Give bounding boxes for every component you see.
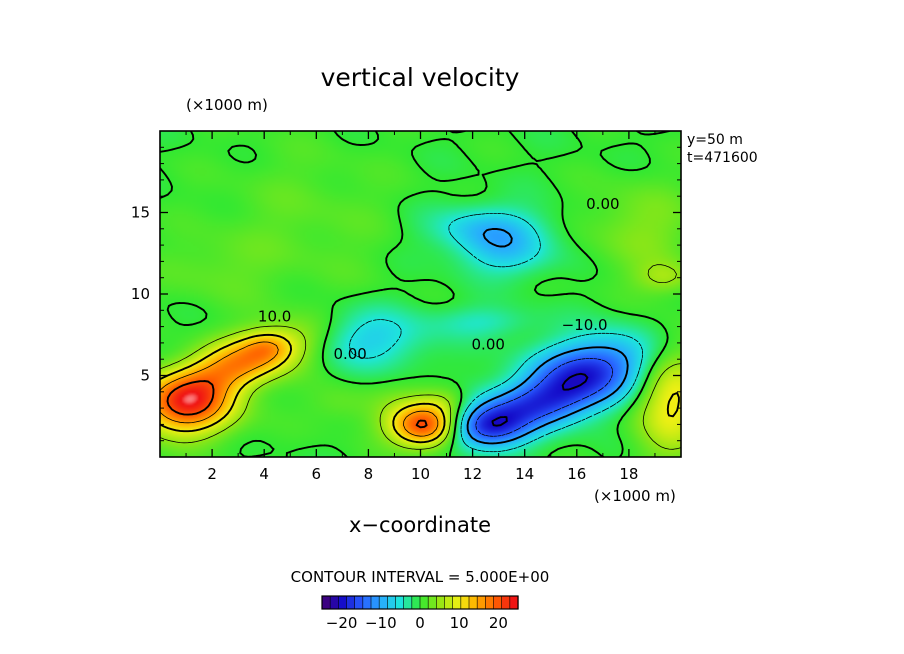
colorbar-segment [370, 595, 380, 610]
contour-line [160, 131, 671, 457]
x-tick-label: 8 [364, 465, 374, 483]
colorbar-segment [362, 595, 372, 610]
colorbar-segment [468, 595, 478, 610]
annotation-t: t=471600 [687, 150, 758, 166]
colorbar-tick-label: −20 [326, 614, 358, 632]
colorbar-segment [411, 595, 421, 610]
contour-line [349, 213, 643, 453]
y-unit-label: (×1000 m) [186, 96, 268, 114]
contour-line [160, 341, 439, 437]
colorbar-segment [395, 595, 405, 610]
colorbar-tick-label: 20 [489, 614, 508, 632]
x-unit-label: (×1000 m) [594, 487, 676, 505]
contour-interval-label: CONTOUR INTERVAL = 5.000E+00 [291, 568, 550, 586]
contour-lines [160, 131, 681, 457]
x-axis: 2 4 6 8 10 12 14 16 18 [185, 131, 656, 483]
x-tick-label: 6 [312, 465, 322, 483]
x-tick-label: 12 [463, 465, 482, 483]
colorbar-segment [452, 595, 462, 610]
y-tick-label: 5 [140, 367, 150, 385]
colorbar-segment [321, 595, 331, 610]
contour-label: 10.0 [258, 308, 291, 326]
colorbar-segment [476, 595, 486, 610]
colorbar-segment [485, 595, 495, 610]
contour-line [491, 372, 589, 427]
colorbar-segment [460, 595, 470, 610]
colorbar-segment [419, 595, 429, 610]
contour-label: 0.00 [333, 345, 366, 363]
colorbar-segment [329, 595, 339, 610]
contour-line [475, 358, 613, 437]
contour-line [166, 380, 428, 429]
colorbar-segment [501, 595, 511, 610]
contour-line [466, 228, 629, 445]
heatmap-field: 10.0 0.00 0.00 −10.0 0.00 [160, 131, 681, 457]
colorbar-segment [444, 595, 454, 610]
colorbar-segment [354, 595, 364, 610]
colorbar-tick-label: −10 [365, 614, 397, 632]
y-axis: 5 10 15 [131, 146, 681, 442]
x-tick-label: 18 [619, 465, 638, 483]
colorbar-segment [493, 595, 503, 610]
chart-title: vertical velocity [321, 63, 520, 92]
colorbar-segment [338, 595, 348, 610]
y-tick-label: 10 [131, 285, 150, 303]
colorbar-segment [403, 595, 413, 610]
y-tick-label: 15 [131, 204, 150, 222]
x-tick-label: 2 [207, 465, 217, 483]
x-tick-label: 10 [411, 465, 430, 483]
colorbar-segment [436, 595, 446, 610]
colorbar-segment [378, 595, 388, 610]
contour-label: 0.00 [472, 335, 505, 353]
colorbar-frame [321, 595, 519, 610]
colorbar-tick-label: 10 [450, 614, 469, 632]
colorbar-ticks: −20 −10 0 10 20 [326, 614, 508, 632]
contour-line [160, 264, 681, 450]
x-axis-label: x−coordinate [349, 513, 491, 537]
contour-label: 0.00 [586, 195, 619, 213]
x-tick-label: 16 [567, 465, 586, 483]
velocity-field-image [160, 131, 681, 457]
colorbar-segment [346, 595, 356, 610]
annotation-y: y=50 m [687, 132, 743, 148]
colorbar [321, 595, 519, 610]
colorbar-segment [509, 595, 519, 610]
colorbar-segment [387, 595, 397, 610]
contour-label: −10.0 [562, 316, 608, 334]
colorbar-segment [427, 595, 437, 610]
x-tick-label: 4 [259, 465, 269, 483]
x-tick-label: 14 [515, 465, 534, 483]
contour-labels: 10.0 0.00 0.00 −10.0 0.00 [258, 195, 620, 363]
colorbar-tick-label: 0 [415, 614, 425, 632]
